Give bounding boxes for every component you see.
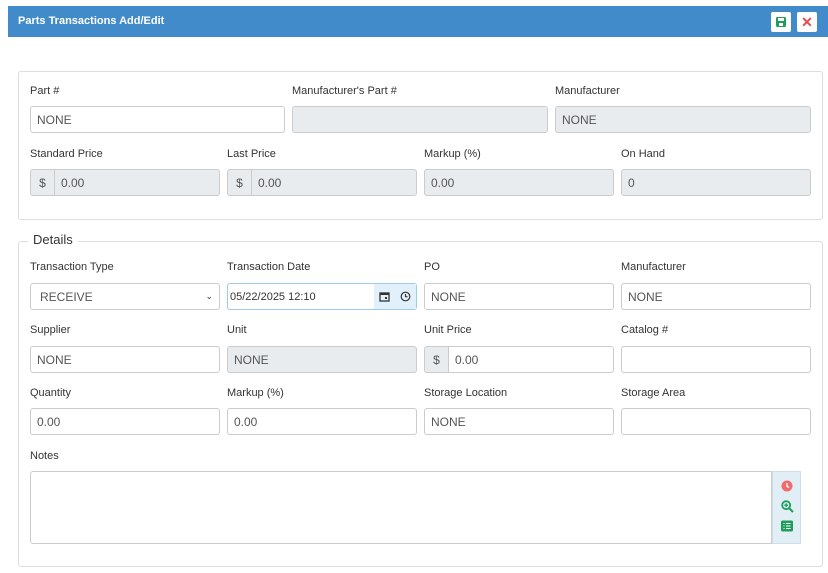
date-picker-addon (374, 284, 416, 309)
details-fieldset (18, 241, 823, 567)
manufacturer-input: NONE (555, 106, 811, 133)
supplier-label: Supplier (30, 324, 71, 336)
clock-icon[interactable] (400, 291, 411, 302)
last-price-input: 0.00 (251, 169, 417, 196)
on-hand-label: On Hand (621, 148, 666, 160)
part-no-input[interactable]: NONE (30, 106, 285, 133)
details-manufacturer-input[interactable]: NONE (621, 283, 811, 310)
details-legend: Details (28, 232, 78, 247)
notes-textarea[interactable] (30, 471, 772, 544)
details-markup-label: Markup (%) (227, 387, 284, 399)
last-price-label: Last Price (227, 148, 276, 160)
details-manufacturer-label: Manufacturer (621, 261, 686, 273)
part-no-label: Part # (30, 85, 60, 97)
storage-area-label: Storage Area (621, 387, 686, 399)
catalog-input[interactable] (621, 346, 811, 373)
close-icon: ✕ (801, 13, 813, 30)
notes-toolbar (772, 471, 801, 544)
transaction-date-value: 05/22/2025 12:10 (230, 290, 316, 303)
storage-location-input[interactable]: NONE (424, 408, 614, 435)
quantity-label: Quantity (30, 387, 71, 399)
on-hand-input: 0 (621, 169, 811, 196)
storage-area-input[interactable] (621, 408, 811, 435)
calendar-icon[interactable] (379, 291, 390, 302)
unit-price-label: Unit Price (424, 324, 472, 336)
details-markup-input[interactable]: 0.00 (227, 408, 417, 435)
chevron-down-icon: ⌄ (205, 291, 213, 301)
mfr-part-no-label: Manufacturer's Part # (292, 85, 397, 97)
unit-label: Unit (227, 324, 247, 336)
dialog-title: Parts Transactions Add/Edit (18, 15, 165, 27)
catalog-label: Catalog # (621, 324, 669, 336)
transaction-date-label: Transaction Date (227, 261, 311, 273)
timestamp-clock-icon[interactable] (781, 480, 793, 492)
supplier-input[interactable]: NONE (30, 346, 220, 373)
markup-label: Markup (%) (424, 148, 481, 160)
mfr-part-no-input (292, 106, 548, 133)
manufacturer-label: Manufacturer (555, 85, 620, 97)
dollar-addon: $ (30, 169, 55, 196)
zoom-in-icon[interactable] (781, 500, 794, 513)
dialog-header: Parts Transactions Add/Edit ✕ (8, 6, 828, 37)
quantity-input[interactable]: 0.00 (30, 408, 220, 435)
close-button[interactable]: ✕ (797, 12, 817, 32)
notes-label: Notes (30, 450, 59, 462)
save-button[interactable] (771, 12, 791, 32)
standard-price-label: Standard Price (30, 148, 103, 160)
unit-price-input[interactable]: 0.00 (448, 346, 614, 373)
transaction-date-input[interactable]: 05/22/2025 12:10 (227, 283, 417, 310)
transaction-type-label: Transaction Type (30, 261, 114, 273)
dollar-addon: $ (424, 346, 449, 373)
transaction-type-value: RECEIVE (40, 289, 93, 304)
transaction-type-select[interactable]: RECEIVE ⌄ (30, 283, 220, 310)
list-icon[interactable] (781, 520, 793, 532)
standard-price-input: 0.00 (54, 169, 220, 196)
unit-input: NONE (227, 346, 417, 373)
part-panel (18, 71, 823, 220)
storage-location-label: Storage Location (424, 387, 508, 399)
markup-input: 0.00 (424, 169, 614, 196)
po-label: PO (424, 261, 440, 273)
save-icon (776, 17, 786, 27)
dollar-addon: $ (227, 169, 252, 196)
po-input[interactable]: NONE (424, 283, 614, 310)
